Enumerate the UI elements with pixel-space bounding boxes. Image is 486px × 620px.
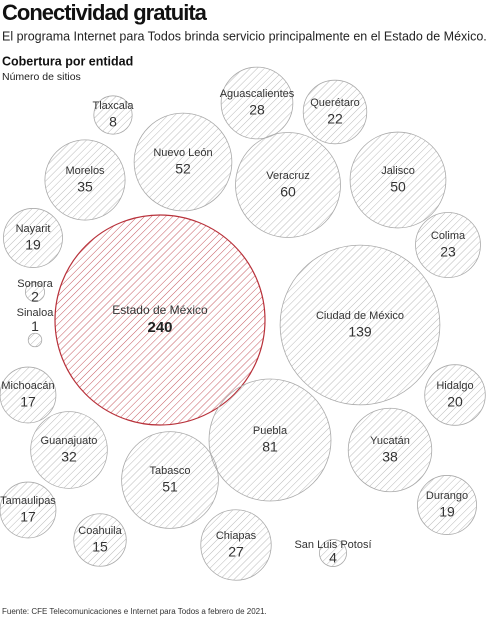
bubble-value: 32 (61, 449, 77, 465)
bubble (0, 481, 57, 539)
bubble-value: 28 (249, 102, 265, 118)
bubble-value: 139 (348, 324, 372, 340)
bubble (73, 513, 127, 567)
bubble (208, 378, 332, 502)
bubble-label: Durango (426, 490, 468, 502)
bubble-label: Jalisco (381, 165, 415, 177)
bubble-label: Yucatán (370, 435, 410, 447)
section-title: Cobertura por entidad (2, 54, 133, 68)
bubble-value: 50 (390, 179, 406, 195)
chart-subtitle: El programa Internet para Todos brinda s… (2, 29, 486, 43)
bubble (347, 407, 433, 493)
bubble-label: Morelos (65, 165, 105, 177)
source: Fuente: CFE Telecomunicaciones e Interne… (2, 607, 267, 616)
bubble-label: Tamaulipas (0, 495, 56, 507)
bubble (54, 214, 266, 426)
bubble-value: 60 (280, 184, 296, 200)
bubble-label: Sinaloa (17, 307, 55, 319)
bubble (0, 366, 57, 424)
bubbles: Estado de México 240 Ciudad de México 139 Pu… (0, 66, 486, 581)
bubble-value: 19 (25, 237, 41, 253)
bubble-label: San Luis Potosí (294, 539, 371, 551)
bubble-label: Nuevo León (153, 147, 212, 159)
bubble (25, 282, 45, 302)
bubble-value: 20 (447, 394, 463, 410)
bubble-label: Hidalgo (436, 380, 473, 392)
bubble-value: 81 (262, 439, 278, 455)
bubble-label: Estado de México (112, 303, 208, 317)
chart-title: Conectividad gratuita (2, 0, 208, 25)
bubble-value: 17 (20, 509, 36, 525)
bubble-label: Chiapas (216, 530, 257, 542)
bubble-value: 23 (440, 244, 456, 260)
bubble-label: Querétaro (310, 97, 360, 109)
bubble-label: Tabasco (150, 465, 191, 477)
bubble (93, 95, 133, 135)
bubble (319, 539, 347, 567)
bubble-value: 27 (228, 544, 244, 560)
bubble-value: 38 (382, 449, 398, 465)
bubble (349, 131, 447, 229)
bubble-label: Puebla (253, 425, 288, 437)
bubble-value: 17 (20, 394, 36, 410)
bubble-label: Michoacán (1, 380, 54, 392)
bubble (27, 332, 43, 348)
bubble (424, 364, 486, 426)
unit-label: Número de sitios (2, 71, 81, 83)
bubble-label: Nayarit (16, 223, 51, 235)
bubble (279, 244, 441, 406)
bubble-value: 240 (147, 319, 172, 336)
bubble (220, 66, 294, 140)
bubble-value: 22 (327, 111, 343, 127)
bubble (133, 112, 233, 212)
bubble (415, 212, 481, 278)
bubble-value: 4 (329, 550, 337, 566)
bubble-value: 15 (92, 539, 108, 555)
bubble (30, 411, 108, 489)
bubble (302, 79, 368, 145)
bubble-value: 1 (31, 318, 39, 334)
bubble-label: Ciudad de México (316, 310, 404, 322)
bubble-label: Sonora (17, 278, 53, 290)
bubble (417, 475, 477, 535)
bubble (235, 132, 341, 238)
bubble-label: Aguascalientes (220, 88, 295, 100)
bubble-label: Coahuila (78, 525, 122, 537)
bubble-value: 35 (77, 179, 93, 195)
bubble-value: 52 (175, 161, 191, 177)
bubble-value: 51 (162, 479, 178, 495)
bubble-label: Veracruz (266, 170, 309, 182)
bubble (3, 208, 63, 268)
bubble-label: Colima (431, 230, 466, 242)
bubble-label: Tlaxcala (93, 100, 135, 112)
bubble-value: 19 (439, 504, 455, 520)
bubble-label: Guanajuato (41, 435, 98, 447)
bubble (121, 431, 219, 529)
bubble (200, 509, 272, 581)
bubble-value: 8 (109, 114, 117, 130)
bubble (44, 139, 126, 221)
bubble-value: 2 (31, 289, 39, 305)
